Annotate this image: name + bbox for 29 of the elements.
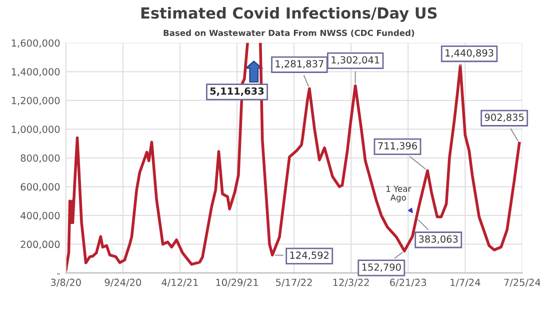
annotation: 1,281,837 (276, 60, 324, 68)
x-tick-label: 4/12/21 (162, 278, 198, 287)
annotation: 1 Year Ago (386, 186, 412, 202)
x-tick-label: 3/8/20 (50, 278, 81, 287)
annotation: 5,111,633 (210, 87, 264, 96)
y-tick-label: 800,000 (20, 154, 60, 163)
annotation: 711,396 (378, 142, 417, 150)
y-tick-label: 1,000,000 (12, 126, 60, 134)
annotation: 152,790 (362, 263, 401, 272)
annotation: 1,440,893 (446, 49, 494, 58)
x-tick-label: 10/29/21 (216, 278, 258, 287)
y-tick-label: 400,000 (20, 212, 60, 220)
y-tick-label: 1,600,000 (12, 39, 60, 48)
annotation: 1,302,041 (332, 56, 380, 65)
annotation: 902,835 (484, 114, 524, 122)
chart-subtitle: Based on Wastewater Data From NWSS (CDC Funded) (164, 30, 414, 37)
x-tick-label: 1/7/24 (450, 278, 480, 287)
x-tick-label: 12/3/22 (333, 278, 369, 287)
x-tick-label: 7/25/24 (504, 278, 540, 287)
y-tick-label: 200,000 (20, 240, 60, 250)
annotation: 383,063 (419, 235, 458, 244)
y-tick-label: 1,400,000 (12, 68, 60, 76)
x-tick-label: 6/21/23 (390, 278, 426, 287)
chart-title: Estimated Covid Infections/Day US (141, 6, 437, 22)
annotation: 124,592 (290, 252, 328, 260)
y-tick-label: 1,200,000 (12, 96, 60, 106)
x-tick-label: 9/24/20 (104, 278, 142, 287)
x-tick-label: 5/17/22 (276, 278, 312, 287)
y-tick-label: 600,000 (20, 183, 60, 192)
